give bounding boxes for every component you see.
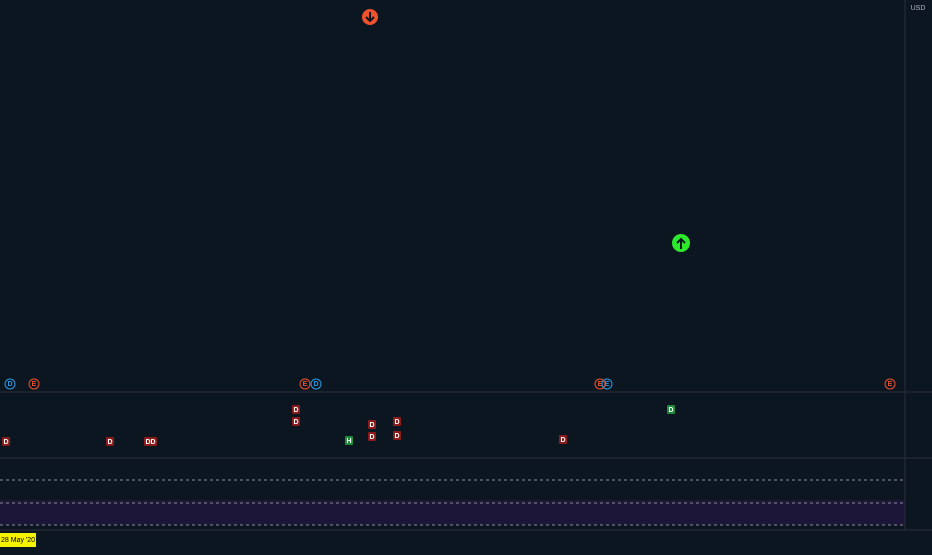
marker-circle [310, 378, 322, 390]
marker: D [394, 433, 399, 440]
start-date: 28 May '20 [1, 537, 35, 544]
marker-circle [299, 378, 311, 390]
pane-markers: D D DD D D D D D D H D D [2, 405, 675, 446]
marker: E [888, 381, 893, 388]
marker: D [3, 439, 8, 446]
marker: D [107, 439, 112, 446]
marker: D [394, 419, 399, 426]
marker-circle [884, 378, 896, 390]
marker: D [7, 381, 12, 388]
marker: D [313, 381, 318, 388]
down-arrow-icon [362, 9, 378, 25]
marker: E [598, 381, 603, 388]
marker: DD [145, 439, 155, 446]
start-date-box [0, 533, 36, 547]
marker: D [369, 434, 374, 441]
marker-circle [28, 378, 40, 390]
marker: E [32, 381, 37, 388]
rsi-band [0, 500, 905, 525]
marker: D [293, 419, 298, 426]
marker: E [303, 381, 308, 388]
marker: D [560, 437, 565, 444]
marker-circle [594, 378, 606, 390]
marker: D [293, 407, 298, 414]
marker: H [346, 438, 351, 445]
marker-circle [4, 378, 16, 390]
up-arrow-icon [672, 234, 690, 252]
marker-circle [601, 378, 613, 390]
marker: D [369, 422, 374, 429]
top-markers: D E E D E E E [4, 378, 896, 390]
marker: D [668, 407, 673, 414]
currency: USD [911, 5, 926, 12]
marker: E [605, 381, 610, 388]
